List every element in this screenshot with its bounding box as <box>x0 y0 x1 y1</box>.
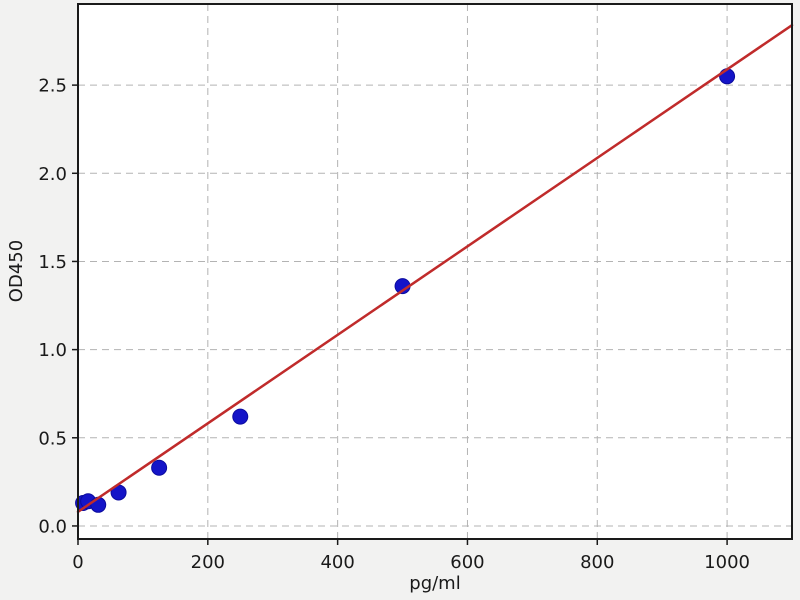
data-point <box>151 459 168 476</box>
plot-area <box>78 4 792 539</box>
x-axis-label: pg/ml <box>409 573 460 594</box>
x-tick-label: 400 <box>320 552 354 573</box>
tick-labels: 0 200 400 600 800 1000 0.0 0.5 1.0 1.5 2.0 2.5 <box>38 76 750 573</box>
fit-line <box>76 23 794 514</box>
tick-marks <box>72 84 728 545</box>
x-tick-label: 1000 <box>704 552 750 573</box>
y-tick-label: 2.0 <box>38 164 67 185</box>
data-point <box>232 408 249 425</box>
data-point <box>719 68 736 85</box>
x-tick-label: 600 <box>450 552 484 573</box>
x-tick-label: 0 <box>72 552 83 573</box>
y-tick-label: 0.0 <box>38 516 67 537</box>
x-tick-label: 800 <box>580 552 614 573</box>
y-tick-label: 0.5 <box>38 428 67 449</box>
x-tick-label: 200 <box>191 552 225 573</box>
y-axis-label: OD450 <box>6 240 27 302</box>
plot-border <box>77 3 793 540</box>
fit-line-layer <box>76 23 794 514</box>
grid-lines <box>78 4 792 539</box>
y-tick-label: 2.5 <box>38 76 67 97</box>
data-points <box>75 68 736 513</box>
y-tick-label: 1.5 <box>38 252 67 273</box>
y-tick-label: 1.0 <box>38 340 67 361</box>
